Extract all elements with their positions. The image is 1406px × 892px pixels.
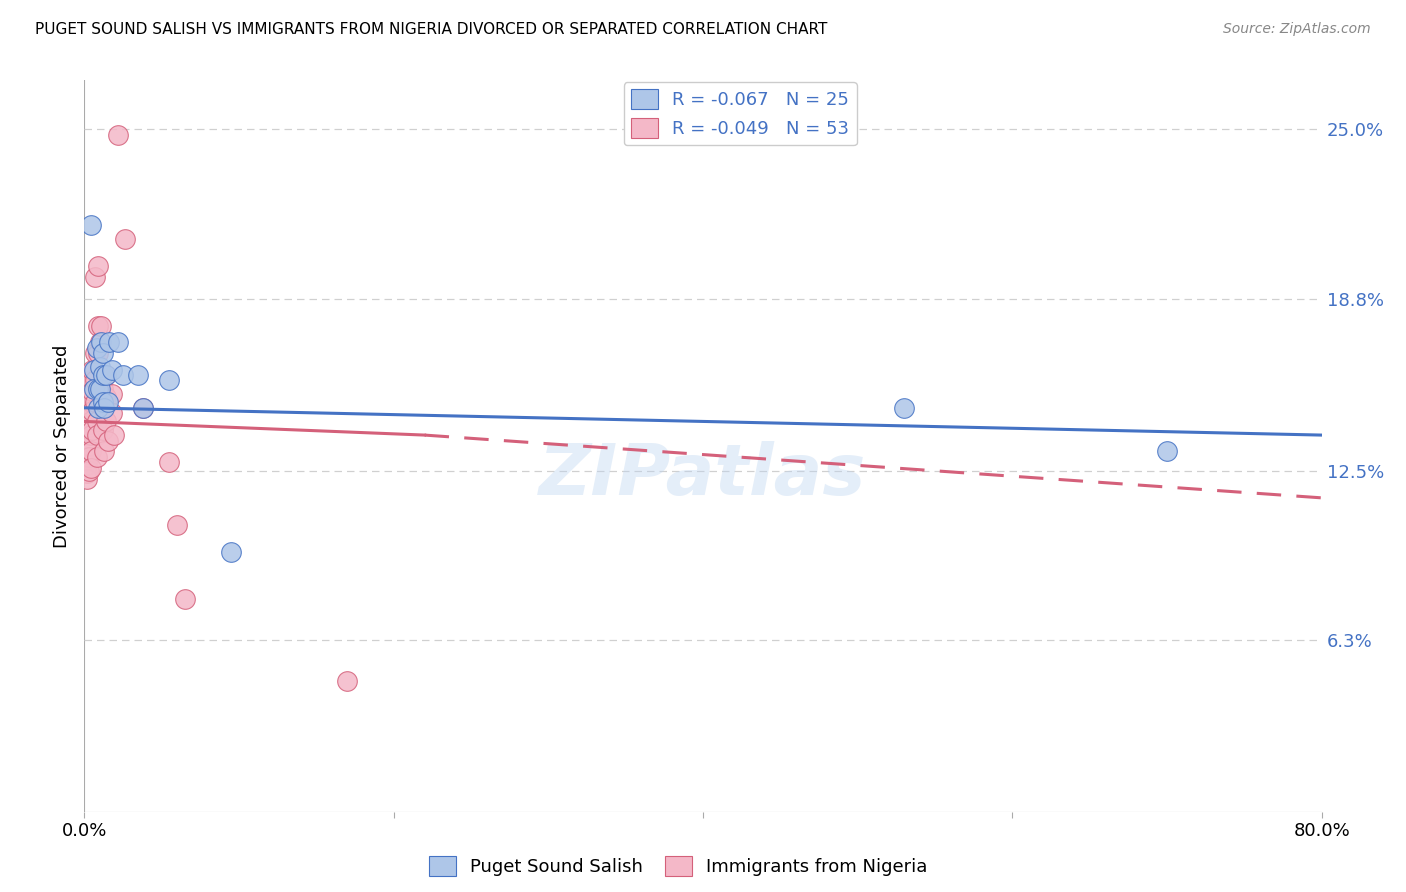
Point bbox=[97, 434, 120, 448]
Point bbox=[101, 387, 124, 401]
Point bbox=[83, 362, 105, 376]
Point bbox=[114, 231, 136, 245]
Point bbox=[91, 368, 114, 382]
Point bbox=[77, 450, 100, 464]
Point bbox=[87, 259, 110, 273]
Point bbox=[101, 362, 124, 376]
Point bbox=[112, 368, 135, 382]
Point bbox=[84, 269, 107, 284]
Point bbox=[89, 335, 111, 350]
Point bbox=[91, 382, 114, 396]
Point bbox=[336, 673, 359, 688]
Point bbox=[103, 428, 125, 442]
Point bbox=[107, 128, 129, 142]
Point bbox=[86, 428, 108, 442]
Legend: Puget Sound Salish, Immigrants from Nigeria: Puget Sound Salish, Immigrants from Nige… bbox=[422, 849, 935, 883]
Point bbox=[86, 341, 108, 355]
Point bbox=[166, 518, 188, 533]
Point bbox=[91, 395, 114, 409]
Point bbox=[82, 384, 104, 399]
Point bbox=[97, 395, 120, 409]
Point bbox=[87, 382, 110, 396]
Point bbox=[174, 591, 197, 606]
Point bbox=[159, 374, 181, 388]
Point bbox=[221, 545, 243, 559]
Point bbox=[79, 444, 101, 458]
Point bbox=[128, 368, 150, 382]
Point bbox=[101, 406, 124, 420]
Point bbox=[87, 346, 110, 360]
Text: Source: ZipAtlas.com: Source: ZipAtlas.com bbox=[1223, 22, 1371, 37]
Point bbox=[77, 428, 100, 442]
Point bbox=[90, 335, 112, 350]
Point bbox=[89, 382, 111, 396]
Point bbox=[82, 362, 104, 376]
Point bbox=[98, 335, 121, 350]
Point bbox=[79, 395, 101, 409]
Point bbox=[89, 359, 111, 374]
Point bbox=[93, 401, 115, 415]
Point bbox=[91, 346, 114, 360]
Point bbox=[893, 401, 915, 415]
Point bbox=[77, 403, 100, 417]
Point bbox=[77, 417, 100, 432]
Point bbox=[76, 444, 98, 458]
Point bbox=[77, 439, 100, 453]
Point bbox=[82, 403, 104, 417]
Point bbox=[86, 414, 108, 428]
Point bbox=[132, 401, 155, 415]
Point bbox=[84, 346, 107, 360]
Point bbox=[79, 428, 101, 442]
Point bbox=[82, 423, 104, 437]
Point bbox=[76, 450, 98, 464]
Text: PUGET SOUND SALISH VS IMMIGRANTS FROM NIGERIA DIVORCED OR SEPARATED CORRELATION : PUGET SOUND SALISH VS IMMIGRANTS FROM NI… bbox=[35, 22, 828, 37]
Point bbox=[94, 368, 117, 382]
Point bbox=[94, 368, 117, 382]
Point bbox=[86, 450, 108, 464]
Point bbox=[93, 444, 115, 458]
Point bbox=[76, 472, 98, 486]
Point bbox=[107, 335, 129, 350]
Point bbox=[76, 458, 98, 472]
Point bbox=[91, 423, 114, 437]
Point bbox=[84, 374, 107, 388]
Point bbox=[77, 464, 100, 478]
Point bbox=[79, 218, 101, 232]
Point bbox=[94, 390, 117, 404]
Point bbox=[76, 423, 98, 437]
Point bbox=[94, 414, 117, 428]
Point bbox=[132, 401, 155, 415]
Point bbox=[159, 455, 181, 469]
Point bbox=[79, 414, 101, 428]
Point bbox=[1156, 444, 1178, 458]
Point bbox=[87, 318, 110, 333]
Point bbox=[91, 401, 114, 415]
Point bbox=[79, 374, 101, 388]
Point bbox=[90, 318, 112, 333]
Point bbox=[87, 401, 110, 415]
Point bbox=[76, 434, 98, 448]
Point bbox=[76, 467, 98, 481]
Point bbox=[79, 460, 101, 475]
Text: ZIPatlas: ZIPatlas bbox=[540, 441, 866, 509]
Point bbox=[83, 382, 105, 396]
Point bbox=[84, 395, 107, 409]
Y-axis label: Divorced or Separated: Divorced or Separated bbox=[53, 344, 72, 548]
